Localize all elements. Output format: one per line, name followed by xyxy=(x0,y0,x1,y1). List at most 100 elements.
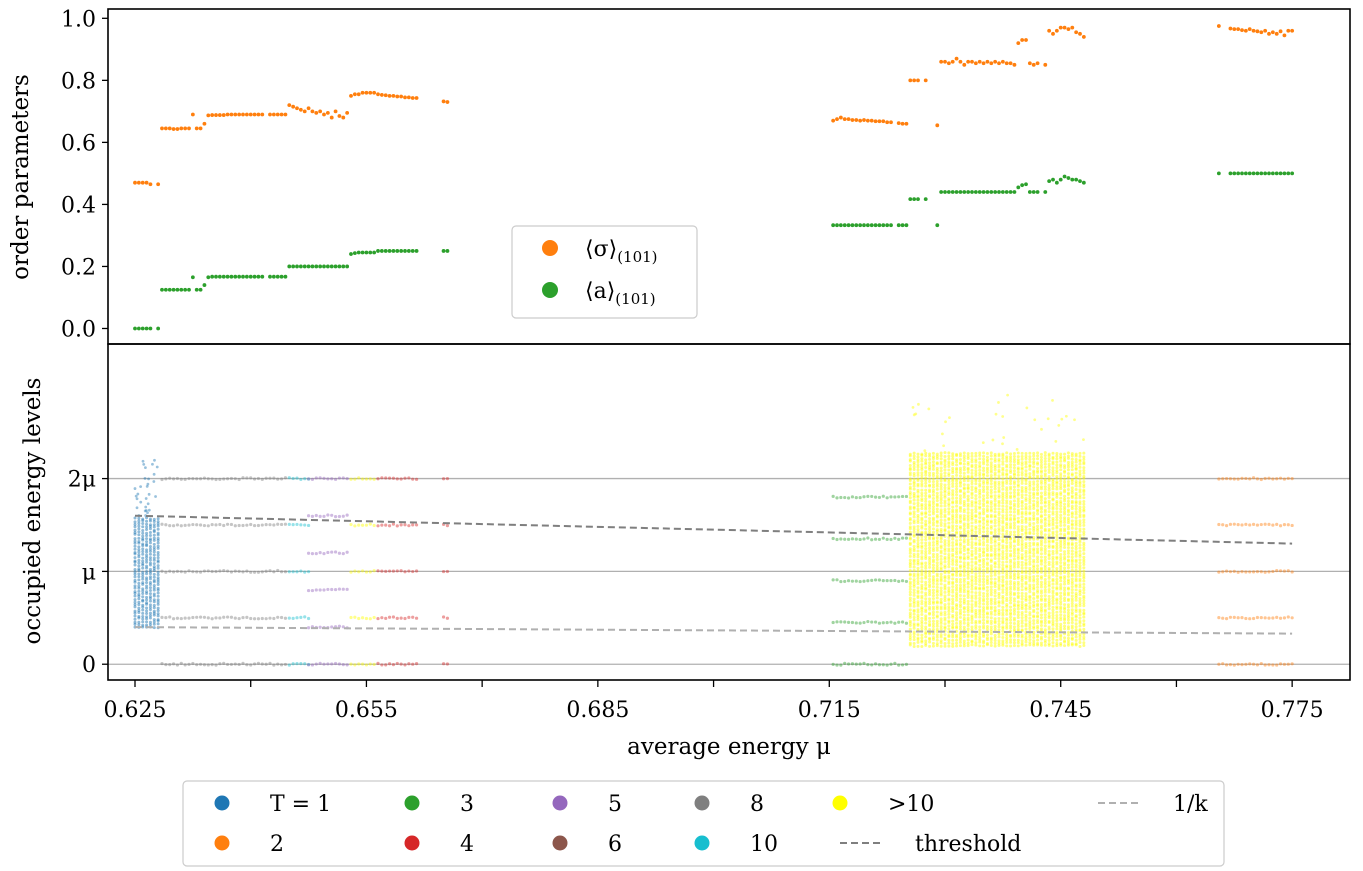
level-points-T-gt10 xyxy=(908,580,912,584)
level-points-T-gt10 xyxy=(966,580,970,584)
level-points-T-gt10 xyxy=(908,452,912,456)
data-point-series-1 xyxy=(1047,179,1052,184)
level-points-T-1 xyxy=(141,589,145,593)
level-points-T-gt10 xyxy=(1009,500,1013,504)
level-points-T-2 xyxy=(1255,477,1260,481)
level-points-T-gt10 xyxy=(1036,502,1040,506)
level-points-T-1 xyxy=(154,495,157,498)
level-points-T-gt10 xyxy=(1001,484,1005,488)
level-points-T-gt10 xyxy=(1043,558,1047,562)
level-points-T-gt10 xyxy=(1055,627,1059,631)
level-points-T-gt10 xyxy=(1063,566,1067,570)
level-points-T-8 xyxy=(264,523,268,527)
level-points-T-gt10 xyxy=(924,522,928,526)
level-points-T-gt10 xyxy=(958,499,962,503)
level-points-T-1 xyxy=(145,484,149,488)
level-points-T-gt10 xyxy=(962,504,966,508)
level-points-T-gt10 xyxy=(1078,637,1082,641)
level-points-T-2 xyxy=(1282,569,1287,573)
level-points-T-gt10 xyxy=(997,494,1001,498)
level-points-T-gt10 xyxy=(1024,592,1028,596)
level-points-T-1 xyxy=(148,523,152,527)
level-points-T-gt10 xyxy=(997,644,1001,648)
level-points-T-gt10 xyxy=(920,471,924,475)
level-points-T-gt10 xyxy=(958,590,962,594)
data-point-series-0 xyxy=(1008,61,1013,66)
level-points-T-2 xyxy=(1224,524,1229,528)
level-points-T-gt10 xyxy=(993,605,997,609)
data-point-series-0 xyxy=(140,180,145,185)
level-points-T-gt10 xyxy=(1009,510,1013,514)
level-points-T-gt10 xyxy=(1020,463,1024,467)
level-points-T-gt10 xyxy=(924,460,928,464)
level-points-T-gt10 xyxy=(1066,641,1070,645)
level-points-T-gt10 xyxy=(982,562,986,566)
data-point-series-0 xyxy=(144,180,149,185)
level-points-T-1 xyxy=(152,575,156,579)
level-points-T-gt10 xyxy=(989,625,993,629)
level-points-T-1 xyxy=(148,537,152,541)
level-points-T-gt10 xyxy=(997,474,1001,478)
level-points-T-gt10 xyxy=(1078,599,1082,603)
level-points-T-gt10 xyxy=(916,600,920,604)
level-points-T-1 xyxy=(135,497,139,501)
bottom-axes-frame xyxy=(107,343,1351,681)
level-points-T-gt10 xyxy=(1047,513,1051,517)
level-points-T-gt10 xyxy=(943,547,947,551)
data-point-series-1 xyxy=(225,274,230,279)
level-points-T-gt10 xyxy=(1012,607,1016,611)
data-point-series-1 xyxy=(252,274,257,279)
level-points-T-gt10 xyxy=(951,496,955,500)
level-points-T-gt10 xyxy=(912,544,916,548)
level-points-T-gt10 xyxy=(912,465,916,469)
data-point-series-0 xyxy=(372,90,377,95)
level-points-T-gt10 xyxy=(1054,439,1058,443)
level-points-T-gt10 xyxy=(982,568,986,572)
level-points-T-gt10 xyxy=(951,537,955,541)
level-points-T-2 xyxy=(1236,662,1240,666)
level-points-T-3 xyxy=(839,495,843,500)
level-points-T-gt10 xyxy=(924,507,928,511)
level-points-T-1 xyxy=(145,540,149,544)
level-points-T-gt10 xyxy=(970,451,974,455)
level-points-T-gt10 xyxy=(955,593,959,597)
data-point-series-0 xyxy=(275,112,280,117)
level-points-T-gt10 xyxy=(955,530,959,534)
level-points-T-5 xyxy=(341,663,345,667)
level-points-T-gt10 xyxy=(1051,563,1055,567)
level-points-T-gt10 xyxy=(1005,510,1009,514)
data-point-series-0 xyxy=(935,123,940,128)
level-points-T-1 xyxy=(144,497,148,500)
level-points-T-gt10 xyxy=(1036,469,1040,473)
level-points-T-4 xyxy=(441,477,446,481)
level-points-T-gt10 xyxy=(1016,610,1020,614)
level-points-T-8 xyxy=(279,570,284,574)
level-points-T-gt10 xyxy=(982,451,986,455)
level-points-T-gt10 xyxy=(916,622,920,626)
level-points-T-gt10 xyxy=(920,602,924,606)
level-points-T-gt10 xyxy=(1074,544,1078,548)
level-points-T-gt10 xyxy=(939,510,943,514)
level-points-T-gt10 xyxy=(962,502,966,506)
level-points-T-gt10 xyxy=(1001,588,1005,592)
level-points-T-gt10 xyxy=(924,527,928,531)
level-points-T-2 xyxy=(1259,661,1263,666)
level-points-T-gt10 xyxy=(935,491,939,495)
level-points-T-gt10 xyxy=(1063,616,1067,620)
level-points-T-gt10 xyxy=(1074,521,1078,525)
level-points-T-gt10 xyxy=(1074,475,1078,479)
level-points-T-gt10 xyxy=(912,525,916,529)
level-points-T-gt10 xyxy=(1039,575,1043,579)
level-points-T-gt10 xyxy=(1001,415,1005,418)
level-points-T-gt10 xyxy=(966,561,970,565)
level-points-T-gt10 xyxy=(947,516,951,520)
level-points-T-1 xyxy=(152,622,156,626)
level-points-T-gt10 xyxy=(1032,451,1036,455)
level-points-T-gt10 xyxy=(924,547,928,551)
level-points-T-gt10 xyxy=(920,551,924,555)
level-points-T-8 xyxy=(206,524,210,528)
level-points-T-gt10 xyxy=(1059,524,1063,528)
level-points-T-gt10 xyxy=(970,552,974,556)
level-points-T-gt10 xyxy=(1070,477,1074,481)
level-points-T-gt10 xyxy=(1055,574,1059,578)
